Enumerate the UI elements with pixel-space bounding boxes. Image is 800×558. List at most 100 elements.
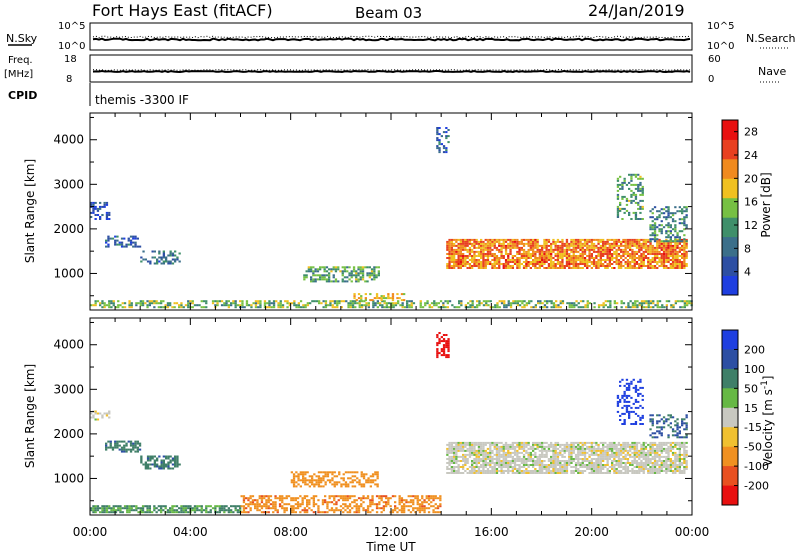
data-cell bbox=[622, 249, 624, 251]
data-cell bbox=[237, 505, 239, 507]
data-cell bbox=[170, 253, 172, 255]
data-cell bbox=[516, 470, 518, 472]
data-cell bbox=[584, 442, 586, 444]
data-cell bbox=[354, 471, 356, 473]
data-cell bbox=[482, 452, 484, 454]
data-cell bbox=[369, 274, 371, 276]
data-cell bbox=[607, 255, 609, 257]
data-cell bbox=[331, 477, 333, 479]
data-cell bbox=[335, 503, 337, 505]
data-cell bbox=[365, 302, 367, 304]
data-cell bbox=[546, 302, 548, 304]
data-cell bbox=[509, 249, 511, 251]
data-cell bbox=[462, 454, 464, 456]
data-cell bbox=[410, 511, 412, 513]
data-cell bbox=[555, 460, 557, 462]
freq-series bbox=[93, 71, 690, 72]
data-cell bbox=[548, 241, 550, 243]
data-cell bbox=[467, 255, 469, 257]
data-cell bbox=[595, 460, 597, 462]
data-cell bbox=[319, 278, 321, 280]
data-cell bbox=[329, 304, 331, 306]
data-cell bbox=[577, 468, 579, 470]
data-cell bbox=[316, 475, 318, 477]
data-cell bbox=[123, 445, 125, 447]
data-cell bbox=[514, 239, 516, 241]
data-cell bbox=[482, 265, 484, 267]
data-cell bbox=[663, 249, 665, 251]
data-cell bbox=[659, 306, 661, 308]
data-cell bbox=[622, 241, 624, 243]
data-cell bbox=[548, 249, 550, 251]
data-cell bbox=[153, 509, 155, 511]
data-cell bbox=[636, 456, 638, 458]
data-cell bbox=[356, 302, 358, 304]
data-cell bbox=[552, 462, 554, 464]
data-cell bbox=[627, 458, 629, 460]
data-cell bbox=[399, 297, 401, 299]
data-cell bbox=[347, 499, 349, 501]
data-cell bbox=[582, 261, 584, 263]
data-cell bbox=[597, 251, 599, 253]
data-cell bbox=[518, 257, 520, 259]
data-cell bbox=[683, 216, 685, 218]
data-cell bbox=[360, 295, 362, 297]
data-cell bbox=[313, 505, 315, 507]
data-cell bbox=[573, 261, 575, 263]
data-cell bbox=[595, 448, 597, 450]
data-cell bbox=[654, 222, 656, 224]
data-cell bbox=[523, 454, 525, 456]
data-cell bbox=[323, 306, 325, 308]
data-cell bbox=[667, 442, 669, 444]
data-cell bbox=[494, 267, 496, 269]
data-cell bbox=[381, 295, 383, 297]
data-cell bbox=[505, 442, 507, 444]
data-cell bbox=[600, 466, 602, 468]
data-cell bbox=[683, 247, 685, 249]
data-cell bbox=[472, 302, 474, 304]
data-cell bbox=[686, 454, 688, 456]
data-cell bbox=[613, 468, 615, 470]
data-cell bbox=[277, 509, 279, 511]
data-cell bbox=[595, 464, 597, 466]
data-cell bbox=[472, 304, 474, 306]
data-cell bbox=[674, 224, 676, 226]
data-cell bbox=[446, 253, 448, 255]
data-cell bbox=[446, 462, 448, 464]
data-cell bbox=[634, 263, 636, 265]
data-cell bbox=[435, 495, 437, 497]
data-cell bbox=[235, 505, 237, 507]
data-cell bbox=[345, 485, 347, 487]
data-cell bbox=[432, 511, 434, 513]
data-cell bbox=[423, 499, 425, 501]
data-cell bbox=[446, 472, 448, 474]
data-cell bbox=[185, 304, 187, 306]
data-cell bbox=[245, 497, 247, 499]
data-cell bbox=[485, 462, 487, 464]
data-cell bbox=[198, 509, 200, 511]
data-cell bbox=[455, 446, 457, 448]
data-cell bbox=[498, 464, 500, 466]
data-cell bbox=[498, 245, 500, 247]
data-cell bbox=[498, 442, 500, 444]
data-cell bbox=[448, 243, 450, 245]
data-cell bbox=[528, 442, 530, 444]
data-cell bbox=[630, 190, 632, 192]
data-cell bbox=[634, 306, 636, 308]
data-cell bbox=[658, 472, 660, 474]
data-cell bbox=[331, 501, 333, 503]
data-cell bbox=[134, 244, 136, 246]
data-cell bbox=[568, 460, 570, 462]
data-cell bbox=[658, 253, 660, 255]
data-cell bbox=[557, 306, 559, 308]
data-cell bbox=[121, 244, 123, 246]
data-cell bbox=[555, 259, 557, 261]
data-cell bbox=[291, 302, 293, 304]
data-cell bbox=[462, 239, 464, 241]
data-cell bbox=[600, 239, 602, 241]
data-cell bbox=[683, 243, 685, 245]
data-cell bbox=[629, 241, 631, 243]
data-cell bbox=[613, 454, 615, 456]
data-cell bbox=[381, 299, 383, 301]
data-cell bbox=[494, 243, 496, 245]
